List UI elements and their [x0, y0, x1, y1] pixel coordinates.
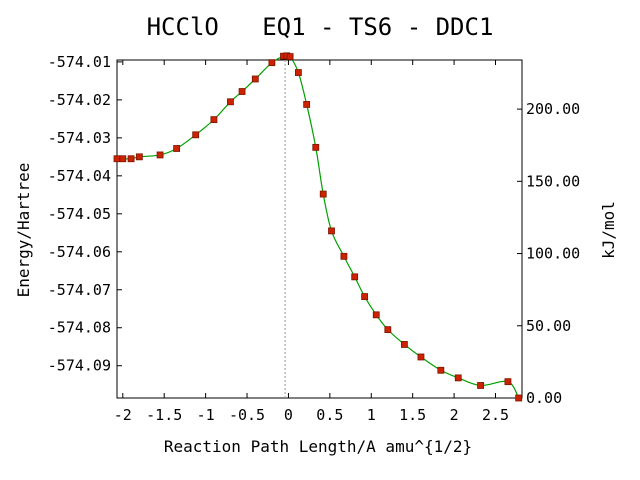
- data-point: [400, 341, 408, 348]
- data-point: [340, 252, 348, 260]
- data-point: [268, 59, 276, 67]
- data-point: [113, 155, 121, 163]
- data-point: [351, 273, 359, 281]
- data-point: [303, 101, 311, 108]
- y2-tick-label: 200.00: [526, 100, 580, 118]
- data-point: [227, 98, 234, 106]
- data-point: [127, 155, 135, 163]
- y-tick-label: -574.07: [48, 281, 111, 299]
- y2-tick-label: 50.00: [526, 317, 571, 335]
- y2-axis-label: kJ/mol: [599, 201, 618, 259]
- x-tick-label: 0.5: [316, 406, 343, 424]
- data-point: [319, 190, 327, 198]
- data-point: [173, 145, 181, 152]
- y-axis-label: Energy/Hartree: [14, 163, 33, 298]
- y-tick-label: -574.09: [48, 357, 111, 375]
- x-tick-label: 2: [450, 406, 459, 424]
- y-tick-label: -574.02: [48, 91, 111, 109]
- data-point: [192, 131, 200, 139]
- data-point: [238, 88, 246, 95]
- x-tick-label: 1.5: [399, 406, 426, 424]
- data-point: [504, 378, 512, 386]
- x-tick-label: 1: [367, 406, 376, 424]
- x-axis-label: Reaction Path Length/A amu^{1/2}: [164, 437, 472, 456]
- y2-tick-label: 0.00: [526, 389, 562, 407]
- data-point: [156, 151, 164, 159]
- data-point: [312, 143, 320, 151]
- y2-tick-label: 100.00: [526, 245, 580, 263]
- y-tick-label: -574.05: [48, 205, 111, 223]
- data-point: [454, 374, 462, 382]
- x-tick-label: -1: [197, 406, 215, 424]
- data-point: [515, 394, 523, 402]
- y-tick-label: -574.03: [48, 129, 111, 147]
- data-point: [477, 382, 484, 389]
- chart-title: HCClO EQ1 - TS6 - DDC1: [147, 13, 494, 41]
- data-point: [286, 53, 294, 60]
- data-point: [328, 227, 335, 235]
- x-tick-label: -1.5: [146, 406, 182, 424]
- data-point: [210, 116, 218, 124]
- y-tick-label: -574.06: [48, 243, 111, 261]
- data-point: [372, 311, 380, 319]
- energy-curve: [116, 54, 520, 399]
- x-tick-label: -2: [114, 406, 132, 424]
- x-tick-label: 2.5: [482, 406, 509, 424]
- y2-tick-label: 150.00: [526, 172, 580, 190]
- plot-frame: [116, 59, 523, 399]
- data-point: [251, 75, 259, 83]
- x-tick-label: 0: [284, 406, 293, 424]
- data-point: [437, 366, 445, 374]
- y-tick-label: -574.08: [48, 319, 111, 337]
- x-tick-label: -0.5: [229, 406, 265, 424]
- data-point: [294, 69, 302, 76]
- data-point: [384, 326, 392, 334]
- y-tick-label: -574.04: [48, 167, 111, 185]
- data-point: [361, 293, 369, 301]
- data-point: [135, 153, 143, 161]
- data-point: [417, 353, 425, 361]
- data-point: [119, 155, 127, 163]
- y-tick-label: -574.01: [48, 53, 111, 71]
